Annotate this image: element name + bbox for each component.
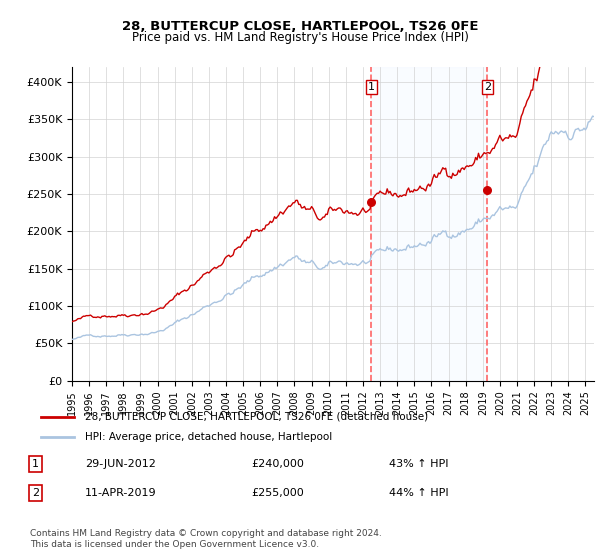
- Point: [482, 186, 492, 195]
- Text: 1: 1: [368, 82, 375, 92]
- Text: 44% ↑ HPI: 44% ↑ HPI: [389, 488, 448, 498]
- Point: [367, 197, 376, 206]
- Text: 11-APR-2019: 11-APR-2019: [85, 488, 157, 498]
- Text: 28, BUTTERCUP CLOSE, HARTLEPOOL, TS26 0FE: 28, BUTTERCUP CLOSE, HARTLEPOOL, TS26 0F…: [122, 20, 478, 32]
- Bar: [371, 67, 487, 381]
- Text: HPI: Average price, detached house, Hartlepool: HPI: Average price, detached house, Hart…: [85, 432, 332, 442]
- Text: 2: 2: [32, 488, 39, 498]
- Text: 43% ↑ HPI: 43% ↑ HPI: [389, 459, 448, 469]
- Text: 28, BUTTERCUP CLOSE, HARTLEPOOL, TS26 0FE (detached house): 28, BUTTERCUP CLOSE, HARTLEPOOL, TS26 0F…: [85, 412, 428, 422]
- Text: 29-JUN-2012: 29-JUN-2012: [85, 459, 156, 469]
- Text: Price paid vs. HM Land Registry's House Price Index (HPI): Price paid vs. HM Land Registry's House …: [131, 31, 469, 44]
- Text: 2: 2: [484, 82, 491, 92]
- Text: Contains HM Land Registry data © Crown copyright and database right 2024.
This d: Contains HM Land Registry data © Crown c…: [30, 529, 382, 549]
- Text: £255,000: £255,000: [251, 488, 304, 498]
- Text: £240,000: £240,000: [251, 459, 304, 469]
- Text: 1: 1: [32, 459, 39, 469]
